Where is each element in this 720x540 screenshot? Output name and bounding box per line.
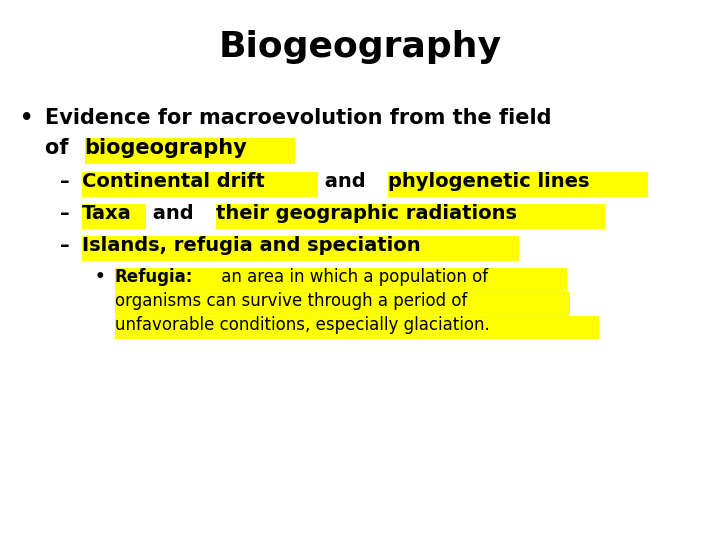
Text: Refugia:: Refugia:	[115, 268, 194, 286]
Text: biogeography: biogeography	[85, 138, 248, 158]
Text: phylogenetic lines: phylogenetic lines	[388, 172, 590, 191]
Text: Islands, refugia and speciation: Islands, refugia and speciation	[82, 236, 420, 255]
Bar	[82, 204, 146, 228]
Text: –: –	[60, 236, 70, 255]
Text: •: •	[95, 268, 106, 286]
Text: –: –	[60, 172, 70, 191]
Bar	[115, 268, 216, 292]
Bar	[85, 138, 294, 164]
Bar	[115, 316, 598, 339]
Text: Taxa: Taxa	[82, 204, 132, 223]
Text: Evidence for macroevolution from the field: Evidence for macroevolution from the fie…	[45, 108, 552, 128]
Text: their geographic radiations: their geographic radiations	[216, 204, 518, 223]
Text: unfavorable conditions, especially glaciation.: unfavorable conditions, especially glaci…	[115, 316, 490, 334]
Text: •: •	[20, 108, 33, 128]
Bar	[82, 172, 318, 197]
Bar	[216, 204, 605, 228]
Text: of: of	[45, 138, 76, 158]
Bar	[82, 236, 519, 261]
Bar	[388, 172, 648, 197]
Text: Continental drift: Continental drift	[82, 172, 265, 191]
Text: and: and	[318, 172, 372, 191]
Text: an area in which a population of: an area in which a population of	[216, 268, 488, 286]
Text: organisms can survive through a period of: organisms can survive through a period o…	[115, 292, 467, 310]
Bar	[115, 292, 570, 315]
Bar	[216, 268, 567, 292]
Text: and: and	[146, 204, 201, 223]
Text: Biogeography: Biogeography	[218, 30, 502, 64]
Text: –: –	[60, 204, 70, 223]
